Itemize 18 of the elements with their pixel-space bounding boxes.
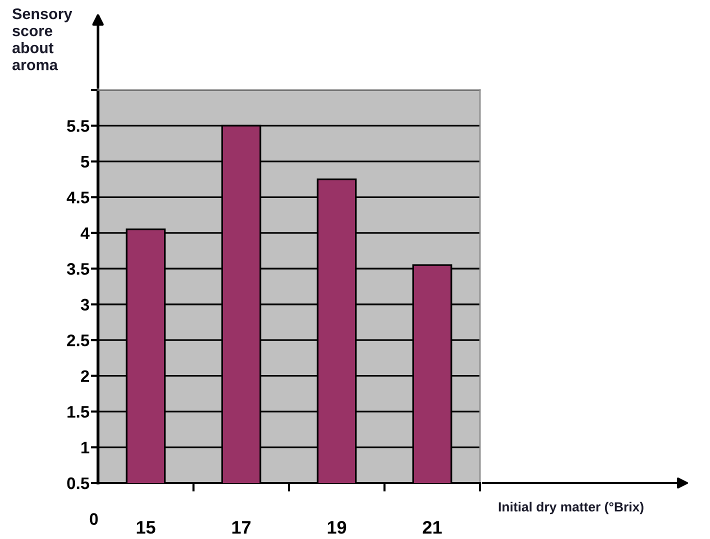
- y-tick-label: 1.5: [68, 406, 90, 418]
- y-tick-label: 2: [80, 370, 89, 382]
- y-tick-label: 3.5: [66, 263, 90, 275]
- x-tick-label: 17: [232, 521, 250, 534]
- y-tick-label: 0.5: [67, 477, 90, 490]
- x-tick-label: 21: [422, 520, 442, 534]
- y-tick-label: 3: [80, 298, 90, 311]
- x-tick-label: 15: [136, 521, 156, 534]
- y-tick-label: 4: [80, 227, 90, 239]
- x-axis-title: Initial dry matter (°Brix): [498, 502, 644, 514]
- y-tick-label: 4.5: [66, 192, 90, 204]
- y-tick-label: 1: [81, 442, 90, 454]
- text: 0: [90, 513, 98, 525]
- y-axis-title: Sensory score about aroma: [12, 8, 72, 70]
- y-tick-label: 5: [80, 156, 90, 168]
- x-tick-label: 19: [328, 520, 346, 534]
- y-tick-label: 2.5: [67, 334, 90, 346]
- y-tick-label: 5.5: [67, 120, 90, 132]
